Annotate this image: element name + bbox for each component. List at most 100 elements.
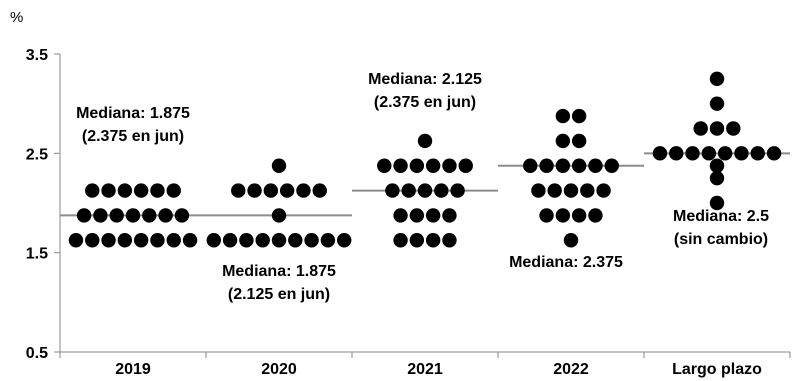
dot-marker xyxy=(555,158,571,173)
dot-marker xyxy=(377,158,392,173)
dot-marker xyxy=(442,233,457,248)
dot-marker xyxy=(76,208,92,223)
dot-marker xyxy=(685,146,700,161)
dot-marker xyxy=(555,108,571,124)
dot-marker xyxy=(222,233,238,248)
dot-marker xyxy=(385,183,400,198)
y-tick-label: 2.5 xyxy=(26,146,48,163)
dot-marker xyxy=(604,158,619,173)
dot-marker xyxy=(425,158,441,173)
dot-marker xyxy=(93,208,108,223)
y-tick-label: 1.5 xyxy=(26,246,48,263)
dot-marker xyxy=(596,183,611,198)
dot-marker xyxy=(304,233,319,248)
dot-marker xyxy=(571,133,587,149)
dot-marker xyxy=(750,146,765,161)
dot-marker xyxy=(734,146,749,161)
dot-marker xyxy=(531,183,546,198)
y-axis-unit-label: % xyxy=(10,9,23,26)
dot-marker xyxy=(652,146,668,161)
dot-marker xyxy=(271,208,287,223)
dot-marker xyxy=(669,146,684,161)
x-category-label: 2020 xyxy=(261,361,297,378)
dot-marker xyxy=(539,158,554,173)
y-tick-label: 3.5 xyxy=(26,47,48,64)
dot-marker xyxy=(85,183,100,198)
dot-marker xyxy=(337,233,352,248)
x-axis: 2019 2020 2021 2022 Largo plazo xyxy=(59,351,791,378)
dot-marker xyxy=(425,233,441,248)
y-tick-label: 0.5 xyxy=(26,345,48,362)
median-annotation-line: (2.375 en jun) xyxy=(374,94,476,111)
dot-marker xyxy=(442,158,457,173)
dot-marker xyxy=(133,233,149,248)
dot-marker xyxy=(117,183,133,198)
dot-marker xyxy=(717,146,733,161)
dot-marker xyxy=(150,183,165,198)
x-category-label: 2019 xyxy=(115,361,151,378)
dot-marker xyxy=(401,183,416,198)
median-annotations: Mediana: 1.875 (2.375 en jun) Mediana: 1.8… xyxy=(76,71,769,303)
dot-marker xyxy=(709,195,725,211)
dot-marker xyxy=(312,183,327,198)
dot-marker xyxy=(206,233,221,248)
dot-marker xyxy=(320,233,336,248)
dot-marker xyxy=(523,158,538,173)
dot-marker xyxy=(547,183,562,198)
dot-marker xyxy=(231,183,246,198)
dot-marker xyxy=(417,133,433,149)
dot-marker xyxy=(555,133,571,149)
dot-marker xyxy=(571,158,587,173)
dot-marker xyxy=(555,208,571,223)
dot-marker xyxy=(239,233,254,248)
dot-marker xyxy=(85,233,100,248)
dot-marker xyxy=(271,158,287,173)
median-annotation-line: Mediana: 1.875 xyxy=(222,263,336,280)
median-annotation-line: Mediana: 2.5 xyxy=(673,208,769,225)
dot-marker xyxy=(458,158,473,173)
dot-marker xyxy=(701,146,717,161)
dot-marker xyxy=(101,183,116,198)
dot-marker xyxy=(588,208,603,223)
dot-marker xyxy=(166,183,181,198)
dot-marker xyxy=(563,233,579,248)
dot-marker xyxy=(393,208,408,223)
dot-marker xyxy=(425,208,441,223)
dot-marker xyxy=(158,208,173,223)
dot-marker xyxy=(709,71,725,87)
dot-marker xyxy=(571,108,587,124)
median-annotation-line: (2.125 en jun) xyxy=(228,286,330,303)
dot-marker xyxy=(117,233,133,248)
median-annotation-line: Mediana: 1.875 xyxy=(76,105,190,122)
dot-marker xyxy=(393,158,408,173)
dot-marker xyxy=(450,183,465,198)
dot-marker xyxy=(571,208,587,223)
dot-marker xyxy=(588,158,603,173)
median-annotation-line: (sin cambio) xyxy=(674,231,768,248)
dot-marker xyxy=(142,208,157,223)
dot-marker xyxy=(296,183,311,198)
dot-marker xyxy=(255,233,270,248)
dot-marker xyxy=(442,208,457,223)
dot-marker xyxy=(709,170,725,186)
dot-marker xyxy=(68,233,84,248)
dot-marker xyxy=(409,208,425,223)
x-category-label: Largo plazo xyxy=(672,361,762,378)
dot-marker xyxy=(693,121,708,136)
x-category-label: 2021 xyxy=(407,361,443,378)
dot-marker xyxy=(166,233,181,248)
dot-marker xyxy=(174,208,190,223)
dot-marker xyxy=(263,183,279,198)
dot-marker xyxy=(766,146,782,161)
dot-marker xyxy=(563,183,579,198)
dot-marker xyxy=(409,158,425,173)
y-axis: 0.5 1.5 2.5 3.5 xyxy=(26,47,61,362)
median-annotation-line: (2.375 en jun) xyxy=(82,128,184,145)
dot-marker xyxy=(271,233,287,248)
dot-markers xyxy=(68,71,782,248)
dot-marker xyxy=(150,233,165,248)
dot-marker xyxy=(279,183,295,198)
median-annotation-line: Mediana: 2.375 xyxy=(509,254,623,271)
